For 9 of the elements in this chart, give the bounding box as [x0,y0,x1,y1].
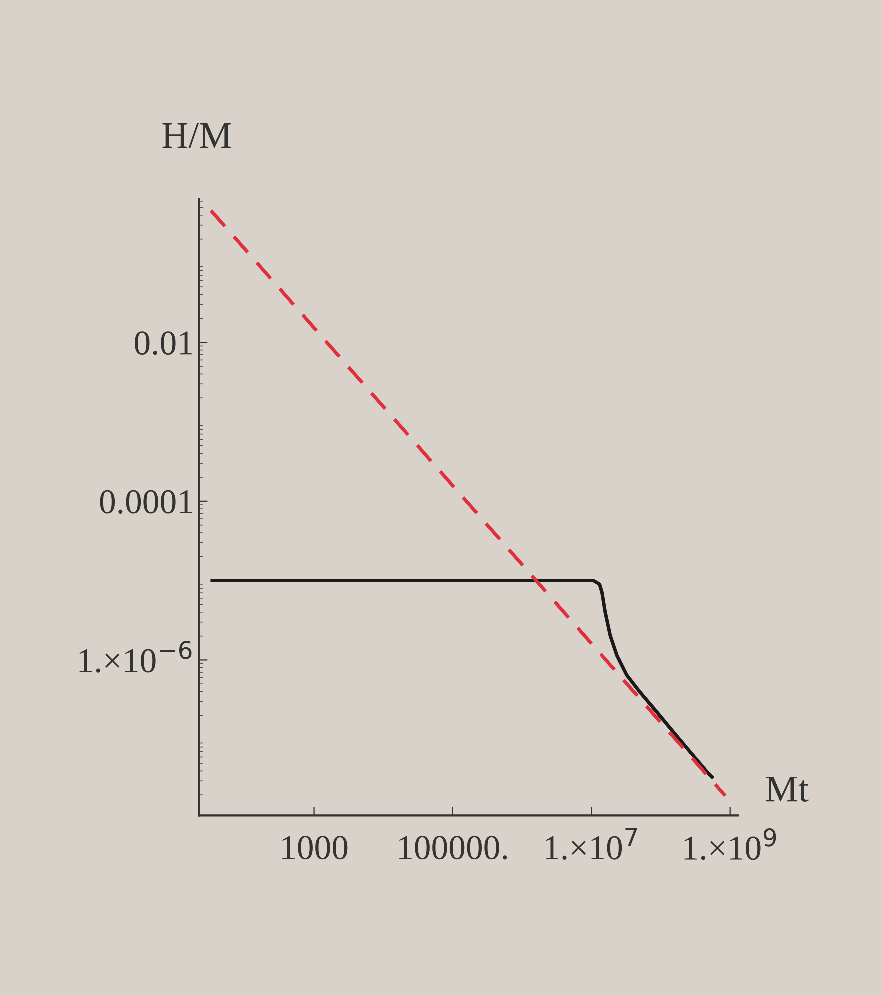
x-axis-title: Mt [766,777,809,802]
x-tick-label: 1.×10$^{9}$ [684,828,776,860]
y-tick-label: 0.01 [135,332,192,356]
y-axis-title: H/M [162,123,232,148]
y-tick-label: 1.×10$^{−6}$ [80,641,192,673]
y-tick-label: 0.0001 [100,490,192,514]
x-tick-label: 1000 [282,836,348,860]
x-tick-label: 1.×10$^{7}$ [546,828,638,860]
x-tick-label: 100000. [400,836,508,860]
